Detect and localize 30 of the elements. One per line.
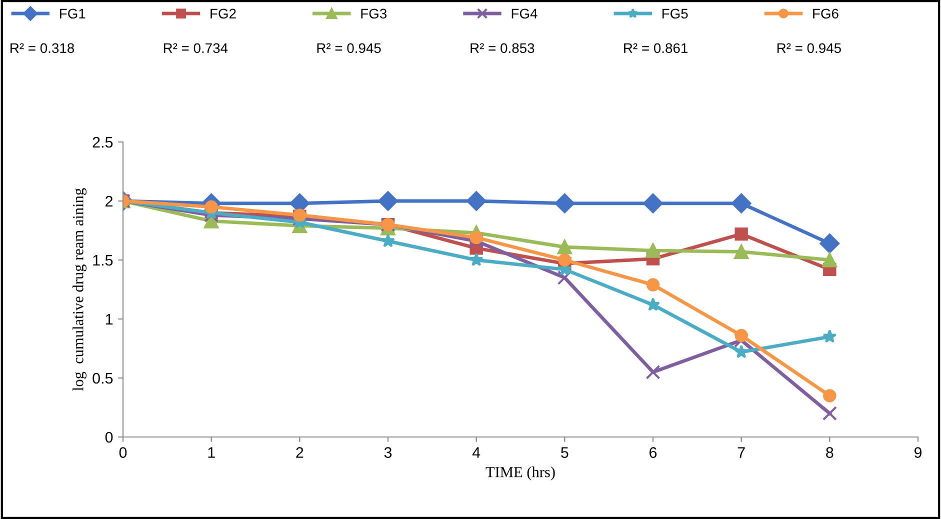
x-tick-label: 5	[561, 447, 568, 458]
y-tick-label: 2.5	[92, 136, 113, 148]
legend-label: FG1	[60, 8, 86, 19]
legend-label: FG2	[210, 8, 236, 19]
text: R² = 0.945	[777, 43, 841, 54]
legend-label: FG6	[813, 8, 838, 19]
x-tick-label: 4	[472, 447, 480, 458]
y-tick-label: 2	[106, 196, 113, 207]
text: R² = 0.734	[164, 43, 228, 54]
x-tick-label: 0	[119, 447, 127, 458]
text: R² = 0.945	[317, 43, 381, 54]
x-tick-label: 9	[914, 447, 922, 458]
x-tick-label: 7	[738, 447, 745, 458]
y-tick-label: 1	[106, 314, 113, 325]
y-tick-label: 0	[105, 432, 113, 443]
text: R² = 0.861	[624, 43, 688, 54]
legend-label: FG3	[361, 8, 387, 19]
y-tick-label: 1.5	[93, 255, 113, 266]
x-tick-label: 6	[650, 447, 657, 458]
y-axis-title: log cumulative drug ream aining	[72, 188, 86, 391]
x-axis-title: TIME (hrs)	[486, 466, 555, 480]
text: R² = 0.853	[470, 43, 534, 54]
x-tick-label: 2	[296, 447, 304, 458]
x-tick-label: 3	[384, 447, 392, 458]
y-tick-label: 0.5	[92, 372, 113, 384]
legend-label: FG4	[512, 8, 538, 19]
legend-label: FG5	[662, 8, 688, 19]
x-tick-label: 8	[826, 447, 834, 458]
text: R² = 0.318	[10, 43, 74, 54]
x-tick-label: 1	[208, 447, 215, 458]
